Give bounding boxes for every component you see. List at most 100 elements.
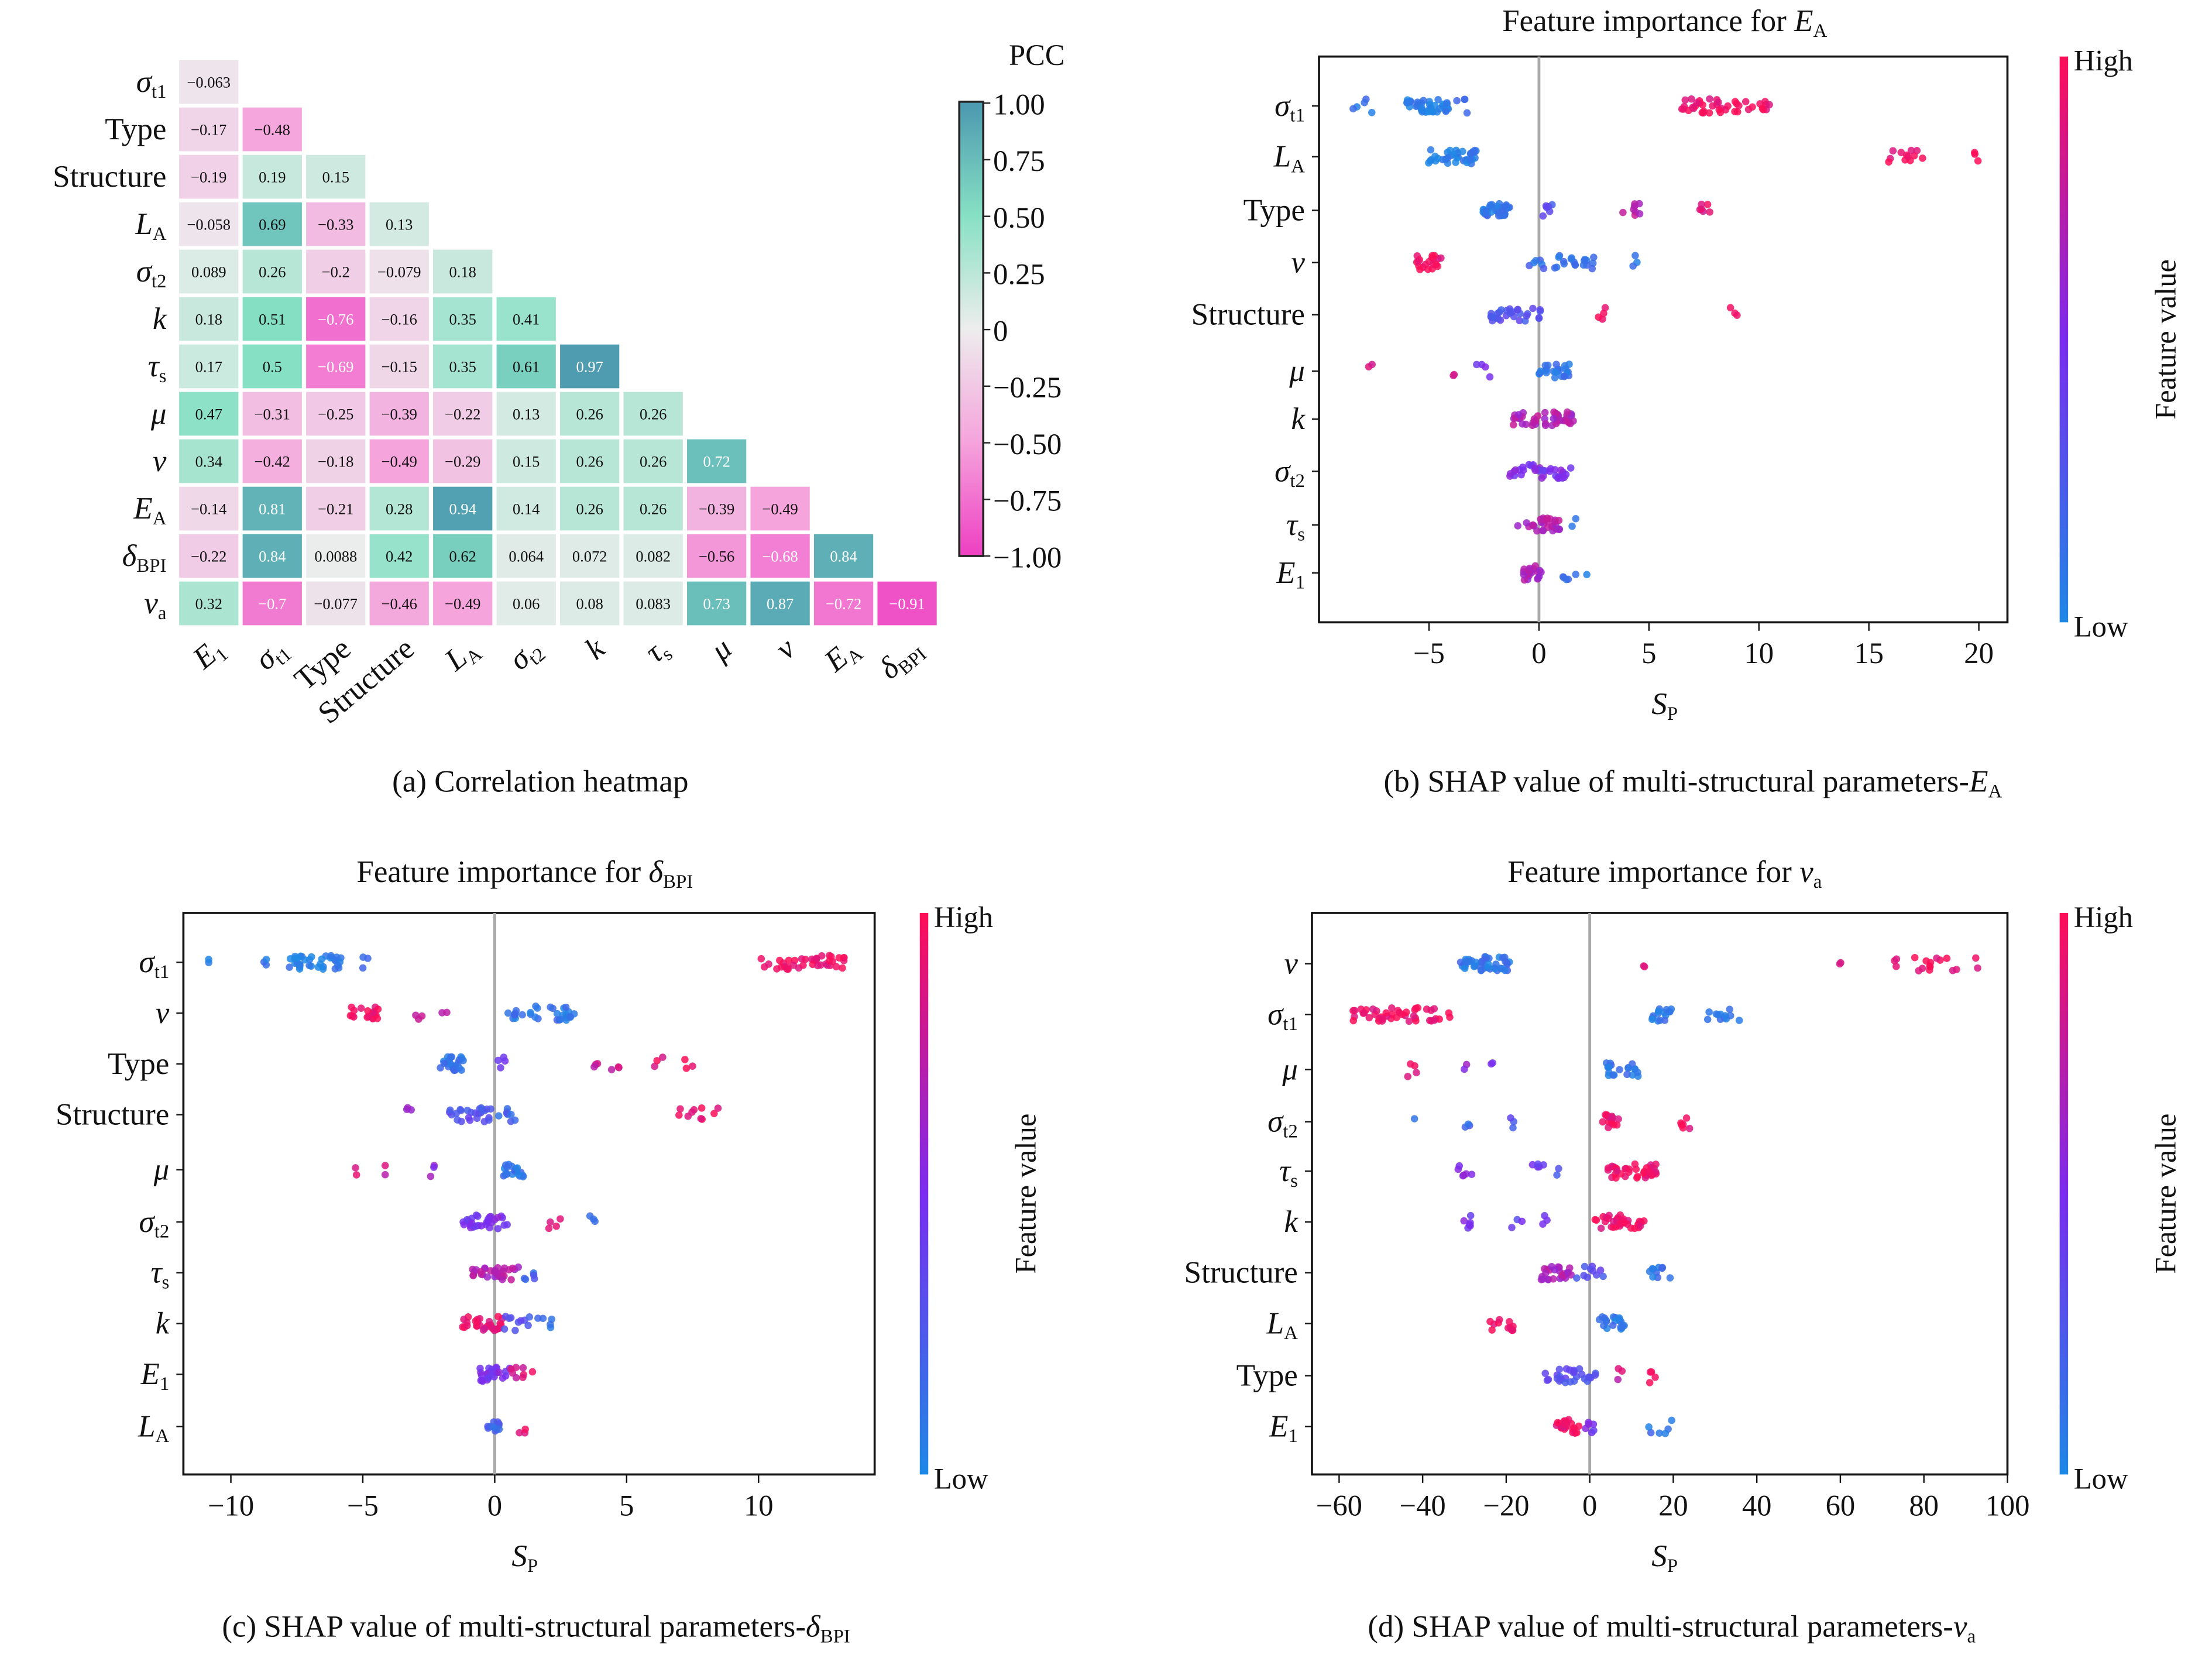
row-label-main: Type: [105, 112, 166, 146]
feature-label: σt1: [139, 945, 170, 983]
shap-point: [1487, 208, 1495, 216]
x-tick-label: 20: [1658, 1489, 1688, 1522]
cell-value: −0.68: [762, 548, 798, 565]
shap-point: [1443, 99, 1451, 107]
feature-label-main: k: [1284, 1205, 1299, 1239]
caption-sub: a: [1967, 1626, 1976, 1647]
x-tick-label: 0: [487, 1489, 502, 1522]
cell-value: 0.14: [513, 500, 540, 518]
heatmap-cell: [687, 486, 747, 531]
shap-point: [1645, 1423, 1653, 1431]
shap-point: [1685, 1124, 1694, 1132]
shap-point: [480, 1118, 488, 1125]
shap-point: [1481, 363, 1489, 371]
shap-point: [1359, 1010, 1367, 1017]
heatmap-cell: [687, 581, 747, 626]
cell-value: −0.49: [382, 453, 417, 471]
cell-value: −0.31: [255, 406, 290, 423]
shap-point: [497, 1064, 504, 1072]
shap-point: [1640, 1217, 1648, 1225]
shap-point: [1539, 1275, 1547, 1283]
heatmap-cell: [623, 486, 683, 531]
shap-point: [1423, 1005, 1431, 1013]
shap-point: [1699, 101, 1706, 109]
shap-point: [1351, 1007, 1359, 1015]
feature-label-main: k: [156, 1306, 170, 1340]
shap-point: [1589, 1267, 1597, 1275]
heatmap-cell: [369, 439, 429, 483]
shap-point: [1656, 1017, 1664, 1024]
heatmap-cell: [496, 344, 556, 389]
shap-point: [528, 1368, 537, 1376]
shap-point: [1915, 967, 1923, 974]
shap-point: [590, 1063, 598, 1071]
shap-point: [485, 1317, 493, 1326]
shap-point: [1600, 1321, 1608, 1330]
feature-label-sub: A: [1284, 1323, 1298, 1344]
shap-point: [1555, 526, 1563, 534]
feature-label-main: σ: [139, 945, 156, 979]
shap-point: [495, 1324, 503, 1332]
shap-point: [1403, 98, 1411, 106]
colorbar-tick-label: −1.00: [993, 541, 1062, 574]
shap-point: [1640, 962, 1648, 970]
shap-point: [519, 1374, 527, 1381]
feature-label-main: k: [1291, 402, 1306, 436]
shap-point: [1926, 959, 1935, 966]
cell-value: −0.22: [445, 406, 480, 423]
shap-point: [1512, 466, 1520, 474]
row-label-main: τ: [148, 349, 160, 383]
shap-point: [1709, 102, 1716, 110]
shap-point: [1974, 964, 1981, 972]
shap-point: [305, 962, 313, 969]
feature-label: σt2: [1268, 1105, 1298, 1142]
shap-point: [527, 1008, 534, 1017]
shap-point: [381, 1170, 389, 1179]
caption-symbol: ν: [1953, 1610, 1967, 1644]
feature-label-sub: t2: [154, 1221, 170, 1242]
shap-point: [1407, 1060, 1414, 1068]
shap-point: [1550, 414, 1557, 423]
shap-point: [1420, 97, 1427, 105]
colorbar-tick-label: 0.50: [993, 201, 1045, 234]
heatmap-cell: [560, 392, 620, 436]
heatmap-cell: [242, 344, 302, 389]
shap-point: [1571, 260, 1579, 269]
shap-point: [507, 1365, 515, 1373]
row-label-main: δ: [122, 539, 138, 573]
row-label-main: σ: [136, 255, 153, 289]
row-label-main: Structure: [53, 160, 166, 194]
heatmap-cell: [369, 534, 429, 578]
cell-value: −0.17: [191, 121, 226, 139]
shap-point: [1599, 1118, 1607, 1126]
heatmap-cell: [433, 297, 493, 341]
shap-point: [689, 1062, 696, 1070]
shap-point: [483, 1105, 491, 1113]
heatmap-cell: [369, 486, 429, 531]
shap-point: [473, 1114, 481, 1123]
shap-point: [1506, 1318, 1513, 1326]
shap-point: [1463, 109, 1471, 117]
shap-point: [517, 1317, 525, 1325]
shap-point: [1681, 96, 1689, 104]
cell-value: −0.15: [382, 358, 417, 376]
shap-point: [1705, 1008, 1713, 1016]
shap-point: [1414, 1004, 1422, 1012]
shap-point: [1446, 1013, 1454, 1021]
shap-point: [1488, 1326, 1496, 1334]
cell-value: 0.28: [386, 500, 413, 518]
x-tick-label: −10: [208, 1489, 254, 1522]
shap-point: [1655, 1429, 1663, 1437]
heatmap-cell: [179, 107, 239, 152]
shap-point: [1529, 421, 1536, 430]
shap-point: [1486, 1317, 1494, 1326]
shap-point: [710, 1110, 718, 1117]
shap-point: [1537, 515, 1545, 523]
plot-title-text: Feature importance for: [1507, 855, 1799, 889]
x-tick-label: 0: [1531, 637, 1546, 670]
feature-label: Structure: [1184, 1256, 1298, 1290]
shap-point: [799, 962, 807, 969]
cell-value: 0.19: [259, 169, 286, 186]
shap-point: [1605, 1063, 1612, 1071]
shap-point: [205, 955, 212, 963]
